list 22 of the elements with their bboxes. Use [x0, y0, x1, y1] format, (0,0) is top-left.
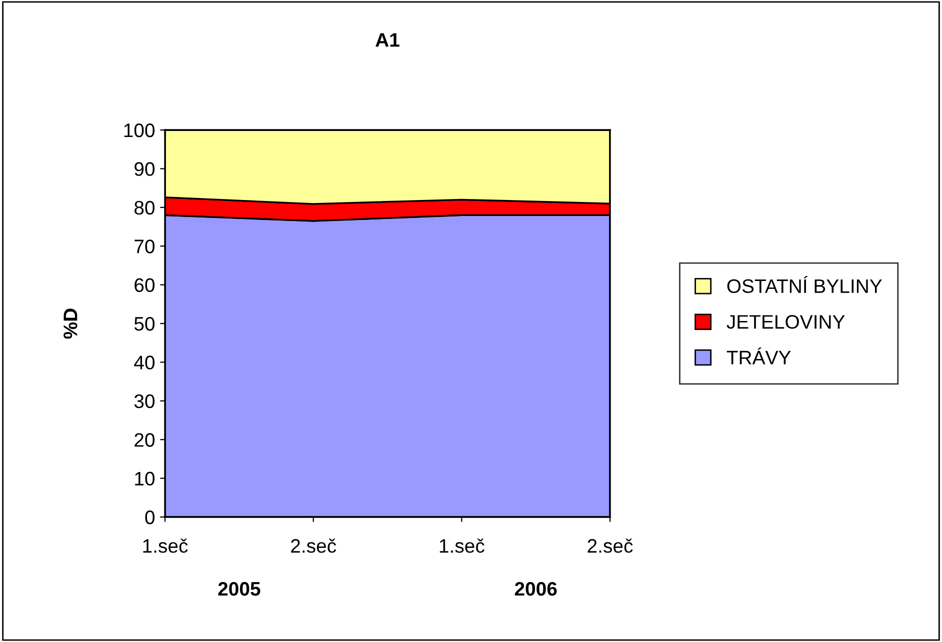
legend-label: JETELOVINY: [726, 315, 845, 329]
y-axis-title: %D: [64, 308, 78, 339]
text: 2005: [218, 582, 260, 596]
x-tick-label: 2.seč: [291, 538, 336, 553]
y-tick-label: 40: [134, 356, 155, 370]
y-tick-label: 80: [134, 200, 155, 215]
y-tick-label: 10: [135, 472, 155, 486]
x-tick-label: 1.seč: [440, 538, 484, 553]
x-tick-label: 2.seč: [588, 538, 633, 553]
y-tick-label: 0: [145, 510, 155, 524]
y-tick-label: 70: [134, 240, 155, 254]
legend-label: OSTATNÍ BYLINY: [727, 276, 882, 294]
y-tick-label: 60: [134, 278, 155, 292]
x-tick-label: 1.seč: [143, 538, 188, 553]
legend-label: TRÁVY: [726, 347, 791, 364]
chart-title: A1: [376, 33, 400, 47]
y-tick-label: 30: [134, 394, 155, 408]
y-tick-label: 20: [134, 433, 155, 447]
y-tick-label: 90: [134, 162, 155, 176]
y-tick-label: 100: [124, 123, 155, 138]
text: 2006: [514, 582, 557, 596]
y-tick-label: 50: [134, 316, 155, 331]
